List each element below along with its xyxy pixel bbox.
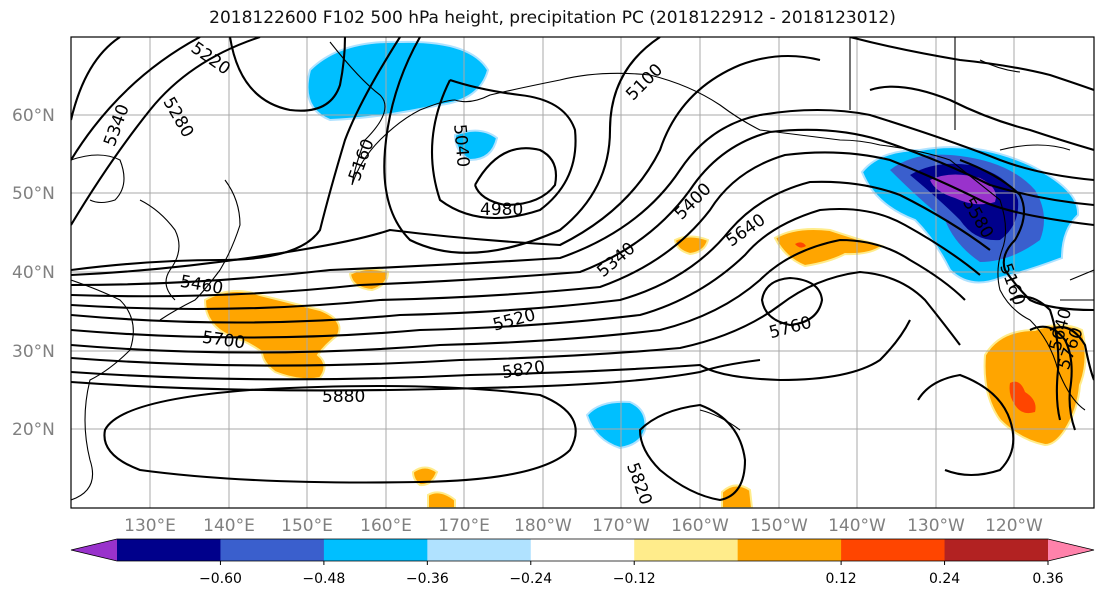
lon-label: 130°E	[124, 516, 176, 536]
precip-negative-hawaii	[585, 400, 647, 450]
contour-label: 5880	[322, 387, 365, 407]
latitude-labels: 60°N 50°N 40°N 30°N 20°N	[12, 106, 55, 440]
lat-label: 20°N	[12, 420, 55, 440]
contour-north-east	[849, 37, 1094, 91]
precip-negative-bering	[306, 40, 490, 122]
map-title: 2018122600 F102 500 hPa height, precipit…	[209, 8, 896, 28]
contour-5580-east	[959, 159, 1094, 312]
contour-5760-east	[1049, 326, 1094, 381]
colorbar-segment	[530, 539, 635, 561]
colorbar-tick-label: −0.48	[302, 571, 345, 587]
contour-5280	[71, 108, 1094, 287]
colorbar-tick-label: −0.36	[406, 571, 449, 587]
lon-label: 150°E	[281, 516, 333, 536]
contour-5820-east	[638, 403, 747, 502]
colorbar-tick-label: −0.12	[613, 571, 656, 587]
contour-5340	[71, 128, 1094, 298]
lat-label: 50°N	[12, 184, 55, 204]
colorbar-tick-label: 0.12	[826, 571, 857, 587]
lon-label: 170°W	[592, 516, 650, 536]
colorbar-segment	[737, 539, 842, 561]
lon-label: 180°W	[514, 516, 572, 536]
lon-label: 150°W	[750, 516, 808, 536]
colorbar-segment	[944, 539, 1049, 561]
colorbar-outline	[70, 538, 1095, 562]
colorbar-tick-label: −0.60	[199, 571, 242, 587]
contour-5580	[71, 238, 966, 354]
contour-5520	[71, 207, 981, 339]
lon-label: 170°E	[438, 516, 490, 536]
height-contours	[71, 37, 1094, 502]
colorbar-segment	[323, 539, 428, 561]
contour-5880	[103, 384, 577, 484]
contour-5280-west	[71, 37, 261, 226]
lon-label: 130°W	[907, 516, 965, 536]
contour-5700-east	[1029, 325, 1076, 431]
lat-label: 40°N	[12, 263, 55, 283]
contour-east-loop	[917, 373, 1015, 477]
lon-label: 140°E	[203, 516, 255, 536]
contour-label: 4980	[480, 200, 523, 220]
contour-5640-east	[1009, 295, 1062, 421]
contour-5700	[71, 319, 911, 382]
contour-ridge-a	[228, 37, 347, 112]
colorbar-segment	[427, 539, 532, 561]
lat-label: 60°N	[12, 106, 55, 126]
longitude-labels: 130°E 140°E 150°E 160°E 170°E 180°W 170°W 160°W…	[124, 516, 1043, 536]
precip-negative-pnw-peak	[930, 174, 996, 205]
lat-label: 30°N	[12, 342, 55, 362]
colorbar: −0.60−0.48−0.36−0.24−0.120.120.240.360.4…	[70, 538, 1095, 587]
contour-5460	[71, 180, 991, 324]
lon-label: 140°W	[828, 516, 886, 536]
colorbar-extend-high	[1048, 539, 1094, 561]
colorbar-segment	[220, 539, 325, 561]
precip-negative-bering-small	[453, 129, 499, 162]
precip-positive-midpac-2-core	[795, 242, 806, 248]
colorbar-segment	[841, 539, 946, 561]
contour-5340-west	[71, 37, 121, 121]
contour-label: 5040	[449, 123, 473, 168]
contour-5100	[383, 37, 661, 254]
precip-positive-south-2	[427, 491, 456, 508]
coastlines	[71, 37, 1094, 501]
map-frame	[70, 36, 1095, 509]
contour-5760-high	[760, 276, 824, 327]
contour-pnw-loop	[869, 85, 1094, 152]
colorbar-segment	[117, 539, 221, 561]
contour-4980	[474, 147, 557, 207]
precip-positive-baja-core	[1009, 381, 1036, 414]
colorbar-tick-label: −0.24	[509, 571, 552, 587]
colorbar-segment	[634, 539, 739, 561]
contour-5220-west	[71, 37, 201, 161]
lon-label: 160°E	[360, 516, 412, 536]
colorbar-tick-label: 0.36	[1032, 571, 1063, 587]
contour-5220	[71, 54, 821, 277]
colorbar-tick-label: 0.24	[929, 571, 960, 587]
contour-5820	[71, 358, 761, 392]
precip-positive-midpac-2	[773, 228, 885, 268]
contour-5640	[71, 270, 961, 367]
lon-label: 120°W	[985, 516, 1043, 536]
contour-5160	[71, 37, 401, 272]
lon-label: 160°W	[671, 516, 729, 536]
precip-positive-baja	[983, 324, 1087, 447]
contour-5400	[71, 151, 1094, 311]
contour-5040	[430, 79, 577, 219]
colorbar-extend-low	[71, 539, 117, 561]
